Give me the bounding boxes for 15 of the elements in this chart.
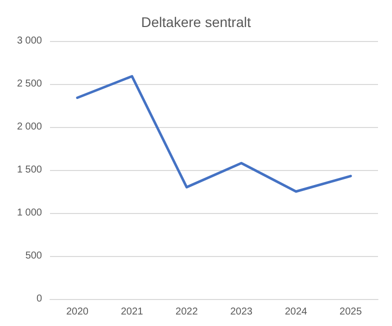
line-series [76, 75, 352, 193]
x-tick-label: 2023 [230, 306, 253, 318]
x-tick-label: 2021 [120, 306, 144, 318]
y-tick-label: 2 000 [16, 122, 42, 132]
y-tick-label: 1 500 [16, 164, 42, 176]
x-tick-label: 2022 [176, 306, 198, 318]
chart-title: Deltakere sentralt [141, 14, 251, 30]
y-tick-label: 0 [36, 294, 42, 304]
y-tick-label: 1 000 [16, 208, 42, 218]
x-tick-label: 2024 [284, 306, 308, 318]
x-tick-label: 2025 [340, 306, 362, 318]
y-tick-label: 2 500 [16, 78, 42, 90]
x-tick-label: 2020 [66, 306, 89, 318]
y-tick-label: 500 [25, 250, 42, 262]
y-tick-label: 3 000 [16, 36, 42, 46]
